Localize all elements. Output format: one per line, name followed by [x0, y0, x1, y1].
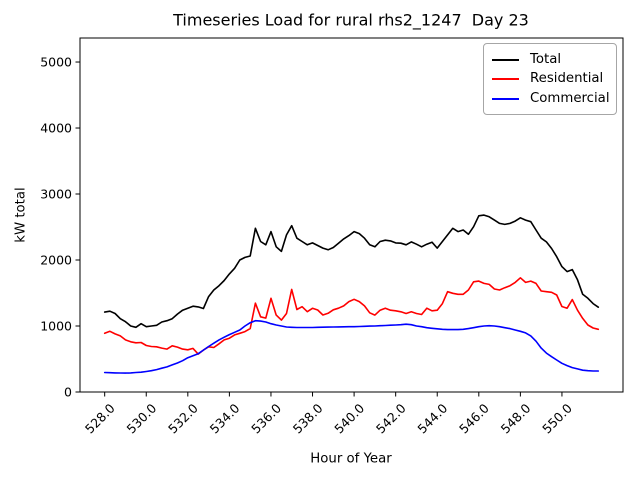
chart-title: Timeseries Load for rural rhs2_1247 Day … [173, 10, 529, 30]
series-line-total [103, 214, 600, 329]
y-tick-label: 5000 [40, 55, 72, 70]
x-axis-label: Hour of Year [310, 451, 392, 467]
x-tick-label: 550.0 [539, 400, 575, 436]
x-tick-label: 528.0 [82, 400, 118, 436]
x-tick-label: 530.0 [123, 400, 159, 436]
plot-frame [79, 37, 624, 393]
x-tick-label: 544.0 [414, 400, 450, 436]
legend-item-commercial: Commercial [492, 90, 610, 108]
y-tick-label: 2000 [40, 253, 72, 268]
y-tick-label: 0 [64, 385, 72, 400]
y-axis-label: kW total [13, 187, 29, 243]
x-tick-label: 534.0 [207, 400, 243, 436]
x-tick-label: 546.0 [456, 400, 492, 436]
legend-label-commercial: Commercial [530, 90, 610, 106]
legend-item-residential: Residential [492, 70, 608, 88]
x-tick-label: 548.0 [498, 400, 534, 436]
legend: Total Residential Commercial [483, 43, 617, 115]
x-tick-label: 540.0 [331, 400, 367, 436]
y-tick-label: 1000 [40, 319, 72, 334]
series-line-residential [103, 276, 600, 355]
x-tick-label: 542.0 [373, 400, 409, 436]
legend-label-residential: Residential [530, 71, 604, 86]
legend-item-total: Total [492, 51, 608, 69]
series-line-commercial [103, 319, 600, 374]
y-tick-label: 4000 [40, 121, 72, 136]
total-line-swatch [492, 58, 519, 61]
commercial-line-swatch [492, 97, 519, 100]
x-tick-label: 536.0 [248, 400, 284, 436]
x-tick-label: 532.0 [165, 400, 201, 436]
x-tick-label: 538.0 [290, 400, 326, 436]
residential-line-swatch [492, 78, 519, 80]
y-tick-label: 3000 [40, 187, 72, 202]
legend-label-total: Total [530, 51, 562, 67]
